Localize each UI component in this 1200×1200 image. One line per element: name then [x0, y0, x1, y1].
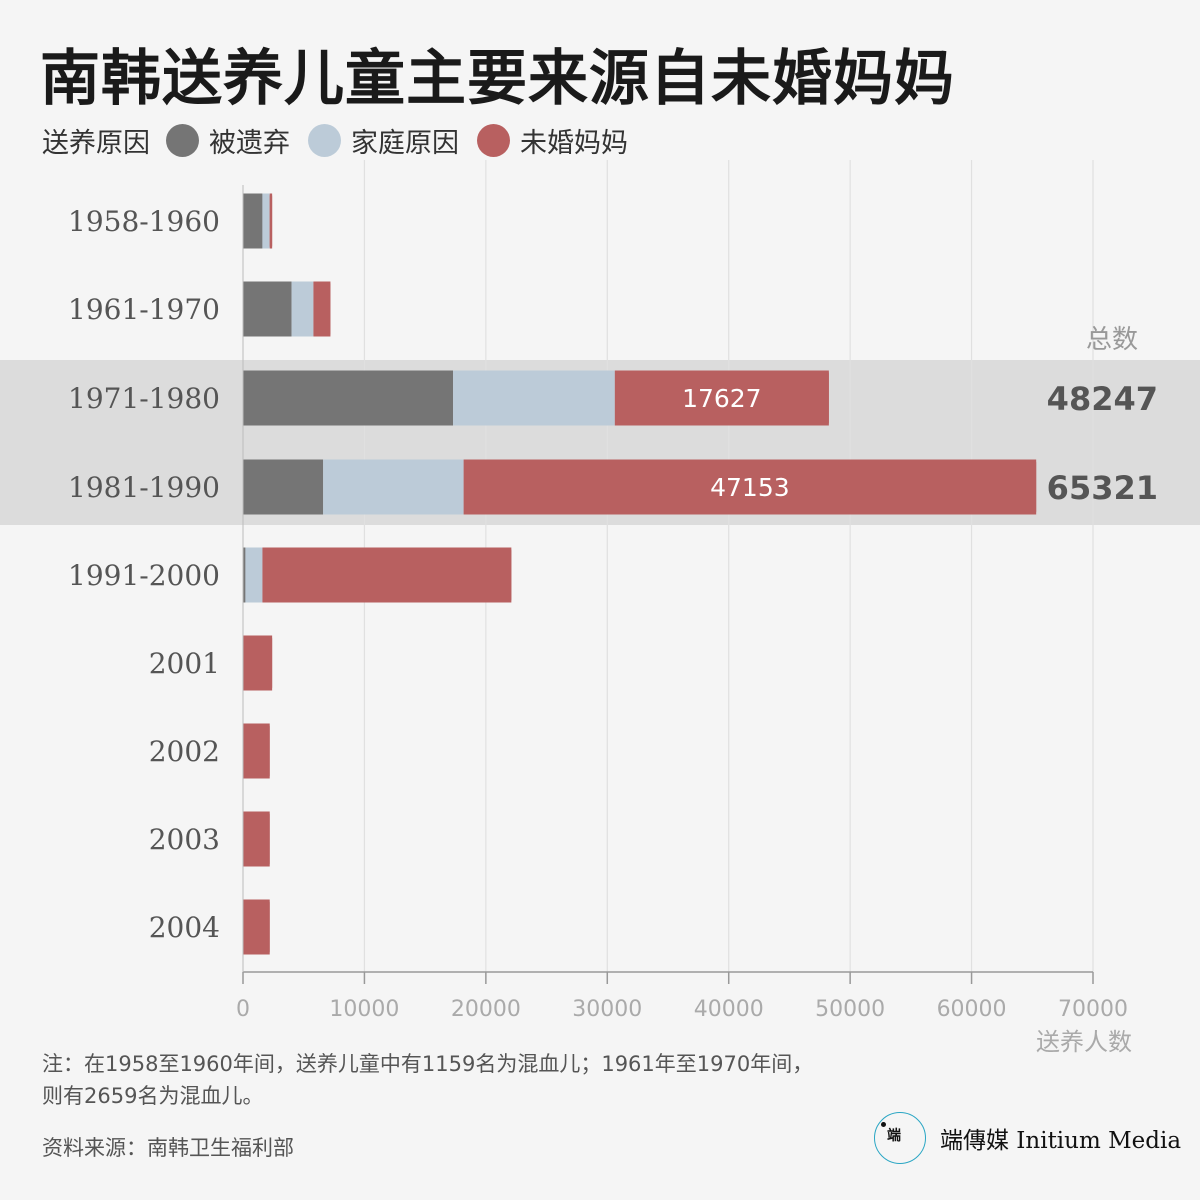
bar-1971-1980-abandoned: [243, 370, 454, 426]
bar-cap-1971-1980: [822, 370, 829, 426]
legend-item-abandoned: 被遗弃: [166, 121, 290, 160]
legend-item-family: 家庭原因: [308, 121, 459, 160]
total-label-1971-1980: 48247: [1047, 380, 1158, 418]
category-label-1961-1970: 1961-1970: [68, 293, 220, 326]
bar-cap-1961-1970: [324, 281, 331, 337]
logo-glyph: 端: [887, 1128, 901, 1144]
legend-label-family: 家庭原因: [351, 127, 459, 159]
data-label-1981-1990: 47153: [710, 473, 790, 502]
total-label-1981-1990: 65321: [1047, 469, 1158, 507]
category-label-1971-1980: 1971-1980: [68, 382, 220, 415]
brand: 端 端傳媒 Initium Media: [874, 1112, 1181, 1164]
category-label-2003: 2003: [149, 823, 220, 856]
brand-name: 端傳媒 Initium Media: [940, 1128, 1182, 1154]
x-tick-label-30000: 30000: [572, 997, 642, 1022]
bar-1971-1980-unwed: [614, 370, 829, 426]
x-tick-label-0: 0: [236, 997, 250, 1022]
bar-1961-1970-abandoned: [243, 281, 292, 337]
bar-1961-1970-family: [291, 281, 314, 337]
x-tick-label-50000: 50000: [815, 997, 885, 1022]
category-label-1991-2000: 1991-2000: [68, 559, 220, 592]
legend-label-abandoned: 被遗弃: [209, 127, 290, 159]
x-tick-label-70000: 70000: [1058, 997, 1128, 1022]
bar-1991-2000-abandoned: [243, 547, 246, 603]
bar-1958-1960-abandoned: [243, 193, 263, 249]
legend-item-unwed: 未婚妈妈: [477, 121, 628, 160]
legend-title: 送养原因: [42, 127, 150, 159]
category-label-1981-1990: 1981-1990: [68, 471, 220, 504]
legend-label-unwed: 未婚妈妈: [520, 127, 628, 159]
bar-1981-1990-family: [323, 459, 464, 515]
x-axis-label: 送养人数: [1036, 1028, 1132, 1056]
source-credit: 资料来源：南韩卫生福利部: [42, 1136, 294, 1160]
legend-swatch-unwed: [477, 123, 510, 157]
x-tick-label-10000: 10000: [329, 997, 399, 1022]
bar-cap-1981-1990: [1030, 459, 1037, 515]
bar-cap-1991-2000: [505, 547, 512, 603]
chart-title: 南韩送养儿童主要来源自未婚妈妈: [40, 44, 955, 114]
bar-1981-1990-abandoned: [243, 459, 324, 515]
legend: 送养原因 被遗弃 家庭原因 未婚妈妈: [42, 120, 646, 160]
legend-swatch-abandoned: [166, 123, 199, 157]
x-tick-label-20000: 20000: [451, 997, 521, 1022]
bar-1991-2000-unwed: [262, 547, 512, 603]
bar-1981-1990-unwed: [463, 459, 1037, 515]
bar-cap-2003: [263, 811, 270, 867]
category-label-2002: 2002: [149, 735, 220, 768]
data-label-1971-1980: 17627: [682, 384, 762, 413]
x-tick-label-60000: 60000: [937, 997, 1007, 1022]
bar-cap-2002: [263, 723, 270, 779]
footnote-line-2: 则有2659名为混血儿。: [42, 1084, 264, 1108]
category-label-1958-1960: 1958-1960: [68, 205, 220, 238]
stacked-bar-chart: 1958-1960 1961-1970 1971-1980 17627 48247 198…: [0, 160, 1200, 1056]
category-label-2001: 2001: [149, 647, 220, 680]
bar-cap-1958-1960: [269, 193, 273, 249]
bar-cap-2001: [266, 635, 273, 691]
bar-1971-1980-family: [453, 370, 615, 426]
totals-header: 总数: [1086, 325, 1138, 355]
bar-1991-2000-family: [245, 547, 263, 603]
footnote: 注：在1958至1960年间，送养儿童中有1159名为混血儿；1961年至197…: [42, 1048, 813, 1112]
legend-swatch-family: [308, 123, 341, 157]
x-tick-label-40000: 40000: [694, 997, 764, 1022]
category-label-2004: 2004: [149, 911, 220, 944]
footnote-line-1: 注：在1958至1960年间，送养儿童中有1159名为混血儿；1961年至197…: [42, 1052, 814, 1076]
initium-logo-icon: 端: [874, 1112, 926, 1164]
bar-1958-1960-family: [262, 193, 270, 249]
bar-cap-2004: [263, 899, 270, 955]
